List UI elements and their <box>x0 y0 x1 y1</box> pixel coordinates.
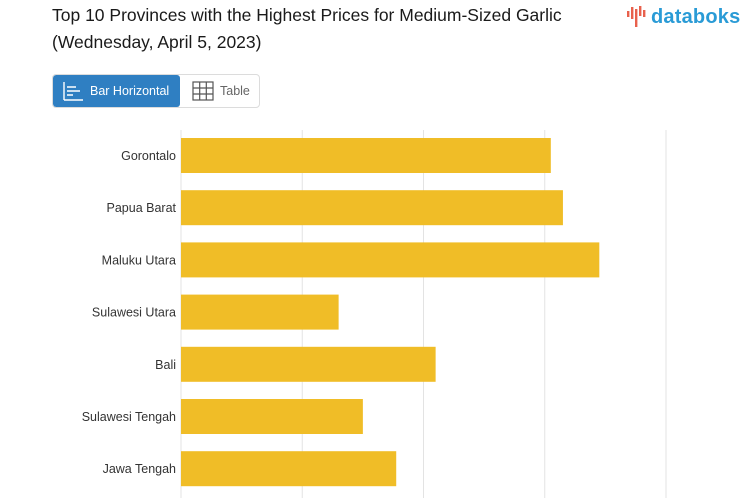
bar-sulawesi-utara[interactable] <box>181 294 339 330</box>
bar-papua-barat[interactable] <box>181 190 563 226</box>
category-label: Sulawesi Tengah <box>82 410 176 424</box>
brand-logo[interactable]: databoks <box>626 4 740 30</box>
category-label: Papua Barat <box>107 201 177 215</box>
bar-bali[interactable] <box>181 346 436 382</box>
bar-sulawesi-tengah[interactable] <box>181 399 363 434</box>
page-title: Top 10 Provinces with the Highest Prices… <box>52 5 562 52</box>
bar-gorontalo[interactable] <box>181 138 551 173</box>
bar-maluku-utara[interactable] <box>181 242 600 278</box>
category-label: Gorontalo <box>121 149 176 163</box>
view-tabs: Bar Horizontal Table <box>52 74 260 108</box>
tab-table-label: Table <box>220 84 250 98</box>
category-label: Maluku Utara <box>102 253 176 267</box>
logo-text: databoks <box>651 5 741 28</box>
table-grid-icon <box>192 81 214 101</box>
tab-bar-horizontal-label: Bar Horizontal <box>90 84 170 98</box>
databoks-bars-logo-icon <box>627 6 646 27</box>
category-label: Bali <box>155 358 176 372</box>
chart-bars <box>181 138 600 487</box>
bar-chart: Gorontalo Papua Barat Maluku Utara Sulawesi… <box>82 130 667 498</box>
tab-table[interactable]: Table <box>180 75 250 107</box>
bar-horizontal-icon <box>63 82 83 101</box>
category-label: Jawa Tengah <box>103 462 176 476</box>
chart-category-labels: Gorontalo Papua Barat Maluku Utara Sulawesi… <box>82 149 177 476</box>
category-label: Sulawesi Utara <box>92 306 176 320</box>
bar-jawa-tengah[interactable] <box>181 451 397 487</box>
tab-bar-horizontal[interactable]: Bar Horizontal <box>53 75 180 107</box>
